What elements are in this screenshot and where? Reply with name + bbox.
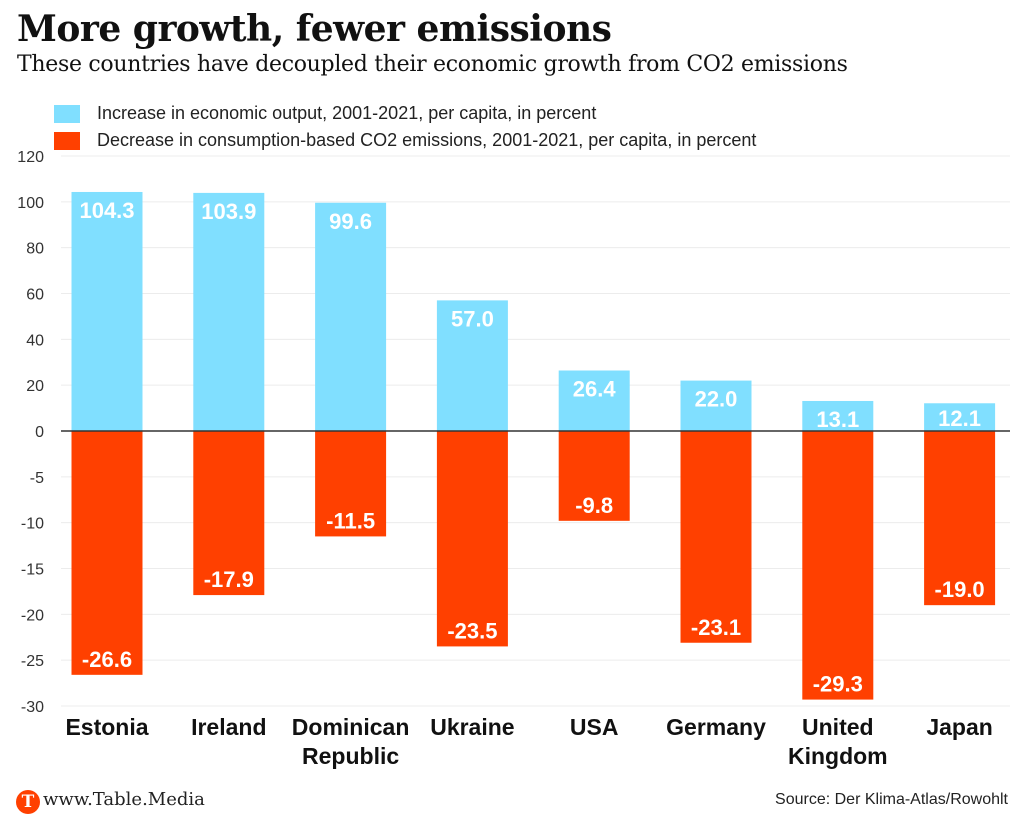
data-label-emissions: -26.6	[82, 647, 132, 672]
footer-url[interactable]: www.Table.Media	[43, 789, 205, 810]
bar-growth	[193, 192, 265, 431]
bar-growth	[680, 380, 752, 431]
bar-emissions	[802, 431, 874, 700]
data-label-growth: 12.1	[938, 406, 981, 431]
data-label-emissions: -29.3	[813, 672, 863, 697]
data-label-growth: 22.0	[695, 387, 738, 412]
y-tick-label: 60	[26, 287, 44, 304]
bar-growth	[802, 400, 874, 431]
y-tick-label: 0	[35, 424, 44, 441]
y-tick-label: 40	[26, 332, 44, 349]
bar-emissions	[558, 431, 630, 521]
x-category-label: Ukraine	[430, 714, 514, 740]
legend-label-emissions: Decrease in consumption-based CO2 emissi…	[97, 130, 757, 150]
bar-emissions	[315, 431, 387, 537]
x-category-label: Dominican	[292, 714, 410, 740]
bar-emissions	[436, 431, 508, 647]
bar-growth	[558, 370, 630, 431]
y-tick-label: -15	[21, 562, 44, 579]
x-category-label: Ireland	[191, 714, 266, 740]
legend-item-emissions: Decrease in consumption-based CO2 emissi…	[54, 127, 756, 154]
data-labels: 104.3 -26.6 103.9 -17.9 99.6 -11.5 57.0 -23.5 26…	[79, 198, 984, 697]
y-tick-label: 80	[26, 241, 44, 258]
chart-subtitle: These countries have decoupled their eco…	[17, 52, 848, 77]
legend-label-growth: Increase in economic output, 2001-2021, …	[97, 103, 597, 123]
source-note: Source: Der Klima-Atlas/Rowohlt	[775, 791, 1008, 808]
data-label-emissions: -19.0	[935, 577, 985, 602]
data-label-growth: 103.9	[201, 199, 256, 224]
y-tick-label: 20	[26, 378, 44, 395]
bar-emissions	[193, 431, 265, 596]
bars	[71, 191, 996, 700]
data-label-emissions: -23.1	[691, 615, 741, 640]
bar-emissions	[680, 431, 752, 643]
x-category-label: Republic	[302, 743, 399, 769]
legend: Increase in economic output, 2001-2021, …	[54, 100, 756, 154]
y-tick-label: -10	[21, 516, 44, 533]
legend-swatch-emissions	[54, 131, 80, 150]
legend-swatch-growth	[54, 104, 80, 123]
data-label-growth: 26.4	[573, 377, 617, 402]
chart-title: More growth, fewer emissions	[17, 8, 612, 50]
x-category-label: Estonia	[65, 714, 148, 740]
bar-growth	[924, 403, 996, 431]
legend-item-growth: Increase in economic output, 2001-2021, …	[54, 100, 756, 127]
x-category-label: Germany	[666, 714, 766, 740]
data-label-emissions: -9.8	[575, 493, 613, 518]
data-label-growth: 57.0	[451, 306, 494, 331]
x-category-label: Kingdom	[788, 743, 888, 769]
bar-growth	[315, 202, 387, 431]
data-label-growth: 13.1	[816, 407, 859, 432]
x-category-label: Japan	[926, 714, 992, 740]
data-label-emissions: -11.5	[326, 508, 375, 533]
x-axis-labels: Estonia Ireland Dominican Republic Ukraine US…	[65, 714, 992, 769]
bar-emissions	[924, 431, 996, 606]
y-tick-label: -30	[21, 699, 44, 716]
bar-emissions	[71, 431, 143, 675]
bar-growth	[436, 300, 508, 431]
data-label-growth: 99.6	[329, 209, 372, 234]
y-tick-label: 100	[17, 195, 44, 212]
data-label-emissions: -17.9	[204, 567, 254, 592]
table-media-logo-icon: T	[16, 790, 40, 814]
y-tick-label: -25	[21, 653, 44, 670]
y-axis-ticks: 120 100 80 60 40 20 0 -5 -10 -15 -20 -25 -30	[17, 149, 44, 716]
data-label-growth: 104.3	[79, 198, 134, 223]
x-category-label: USA	[570, 714, 619, 740]
y-tick-label: -5	[30, 470, 44, 487]
data-label-emissions: -23.5	[447, 618, 497, 643]
bar-growth	[71, 191, 143, 431]
y-tick-label: -20	[21, 607, 44, 624]
y-tick-label: 120	[17, 149, 44, 166]
x-category-label: United	[802, 714, 874, 740]
